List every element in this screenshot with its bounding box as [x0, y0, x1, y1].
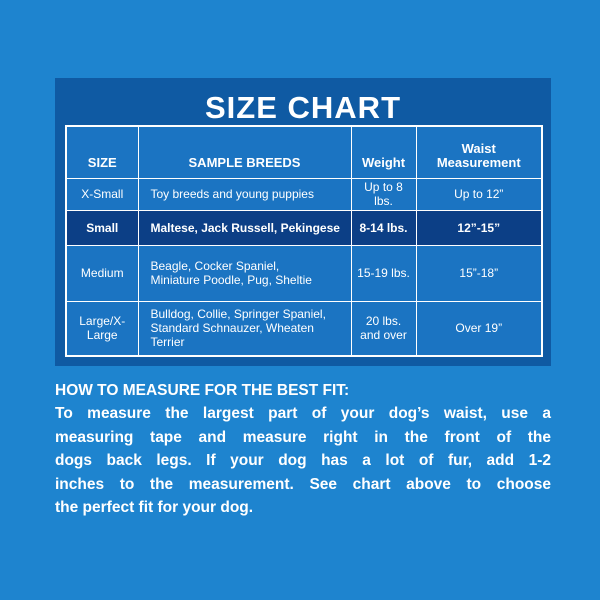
size-table: SIZE SAMPLE BREEDS Weight Waist Measurement… — [65, 125, 543, 357]
table-cell: Bulldog, Collie, Springer Spaniel, Stand… — [137, 300, 352, 357]
column-header: SIZE — [65, 125, 139, 179]
table-cell: 8-14 lbs. — [350, 209, 417, 246]
text-line: the perfect fit for your dog. — [55, 499, 254, 516]
table-cell: Medium — [65, 244, 139, 302]
table-row: X-Small Toy breeds and young puppies Up to… — [65, 177, 543, 211]
title: SIZE CHART — [205, 90, 401, 125]
table-cell: 15-19 lbs. — [350, 244, 417, 302]
instructions: HOW TO MEASURE FOR THE BEST FIT: To meas… — [55, 382, 551, 520]
table-cell: Maltese, Jack Russell, Pekingese — [137, 209, 352, 246]
table-cell: Toy breeds and young puppies — [137, 177, 352, 211]
text-line: inches to the measurement. See chart abo… — [55, 475, 551, 493]
column-header: SAMPLE BREEDS — [137, 125, 352, 179]
table-row: Medium Beagle, Cocker Spaniel, Miniature … — [65, 244, 543, 302]
column-header: Weight — [350, 125, 417, 179]
size-chart-panel: SIZE CHART SIZE SAMPLE BREEDS Weight Waist … — [55, 78, 551, 366]
header-row: SIZE SAMPLE BREEDS Weight Waist Measurement — [65, 125, 543, 179]
table-cell: Small — [65, 209, 139, 246]
table-cell: 12”-15” — [415, 209, 543, 246]
table-cell: Beagle, Cocker Spaniel, Miniature Poodle… — [137, 244, 352, 302]
text-line: To measure the largest part of your dog’… — [55, 405, 551, 422]
instructions-heading: HOW TO MEASURE FOR THE BEST FIT: — [55, 382, 350, 399]
text-line: measuring tape and measure right in the … — [55, 428, 551, 446]
table-cell: 15”-18” — [415, 244, 543, 302]
table-row: Small Maltese, Jack Russell, Pekingese 8-1… — [65, 209, 543, 246]
instructions-body: To measure the largest part of your dog’… — [55, 402, 551, 520]
table-cell: Over 19” — [415, 300, 543, 357]
table-cell: Large/X-Large — [65, 300, 139, 357]
table-cell: 20 lbs. and over — [350, 300, 417, 357]
text-line: dogs back legs. If your dog has a lot of… — [55, 452, 551, 469]
column-header: Waist Measurement — [415, 125, 543, 179]
table-cell: X-Small — [65, 177, 139, 211]
table-cell: Up to 12” — [415, 177, 543, 211]
table-cell: Up to 8 lbs. — [350, 177, 417, 211]
table-row: Large/X-Large Bulldog, Collie, Springer S… — [65, 300, 543, 357]
